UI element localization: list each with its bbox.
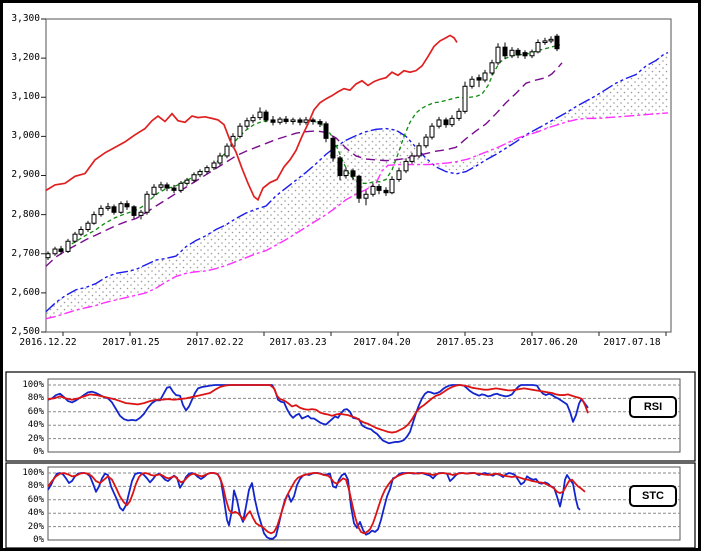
blue-dashdot-upper-span — [45, 51, 669, 313]
y-axis-label: 2,900 — [11, 169, 40, 180]
y-axis-label: 3,200 — [11, 52, 40, 63]
y-axis-label: 3,300 — [11, 13, 40, 24]
x-axis-label: 2017.06.20 — [520, 337, 578, 348]
rsi-axis-label: 80% — [27, 393, 44, 403]
x-axis-label: 2017.01.25 — [102, 337, 160, 348]
stc-axis-label: 40% — [27, 508, 44, 518]
stc-panel-frame — [5, 462, 696, 549]
y-axis-label: 3,100 — [11, 91, 40, 102]
y-axis-label: 3,000 — [11, 130, 40, 141]
rsi-legend-button[interactable]: RSI — [629, 396, 677, 418]
rsi-axis-label: 0% — [33, 447, 44, 457]
y-axis-label: 2,500 — [11, 326, 40, 337]
rsi-axis-label: 40% — [27, 420, 44, 430]
red-solid-line — [45, 34, 458, 202]
stc-panel-gridlines — [48, 472, 680, 528]
rsi-red-line — [47, 384, 589, 434]
rsi-blue-line — [47, 384, 589, 445]
stc-axis-label: 80% — [27, 481, 44, 491]
x-axis-label: 2017.02.22 — [186, 337, 244, 348]
stc-axis-label: 0% — [33, 535, 44, 545]
stc-axis-label: 100% — [22, 468, 44, 478]
axis-ticks — [41, 18, 667, 336]
rsi-panel-gridlines — [48, 384, 680, 440]
y-axis-label: 2,600 — [11, 287, 40, 298]
y-axis-label: 2,800 — [11, 209, 40, 220]
rsi-axis-label: 100% — [22, 380, 44, 390]
rsi-axis-label: 20% — [27, 434, 44, 444]
stc-blue-line — [47, 472, 581, 540]
x-axis-label: 2017.04.20 — [353, 337, 411, 348]
stc-legend-button[interactable]: STC — [629, 485, 677, 507]
y-axis-label: 2,700 — [11, 248, 40, 259]
stc-panel-plot-border — [47, 466, 681, 541]
x-axis-label: 2016.12.22 — [19, 337, 77, 348]
x-axis-label: 2017.05.23 — [436, 337, 494, 348]
candles — [45, 33, 560, 261]
rsi-panel-frame — [5, 371, 696, 462]
x-axis-label: 2017.07.18 — [603, 337, 661, 348]
stc-red-line — [47, 472, 586, 535]
rsi-axis-label: 60% — [27, 407, 44, 417]
purple-dashed-ma — [45, 62, 563, 267]
stc-axis-label: 20% — [27, 522, 44, 532]
x-axis-label: 2017.03.23 — [269, 337, 327, 348]
stc-axis-label: 60% — [27, 495, 44, 505]
green-dashed-ma — [45, 44, 561, 256]
rsi-panel-plot-border — [47, 378, 681, 453]
